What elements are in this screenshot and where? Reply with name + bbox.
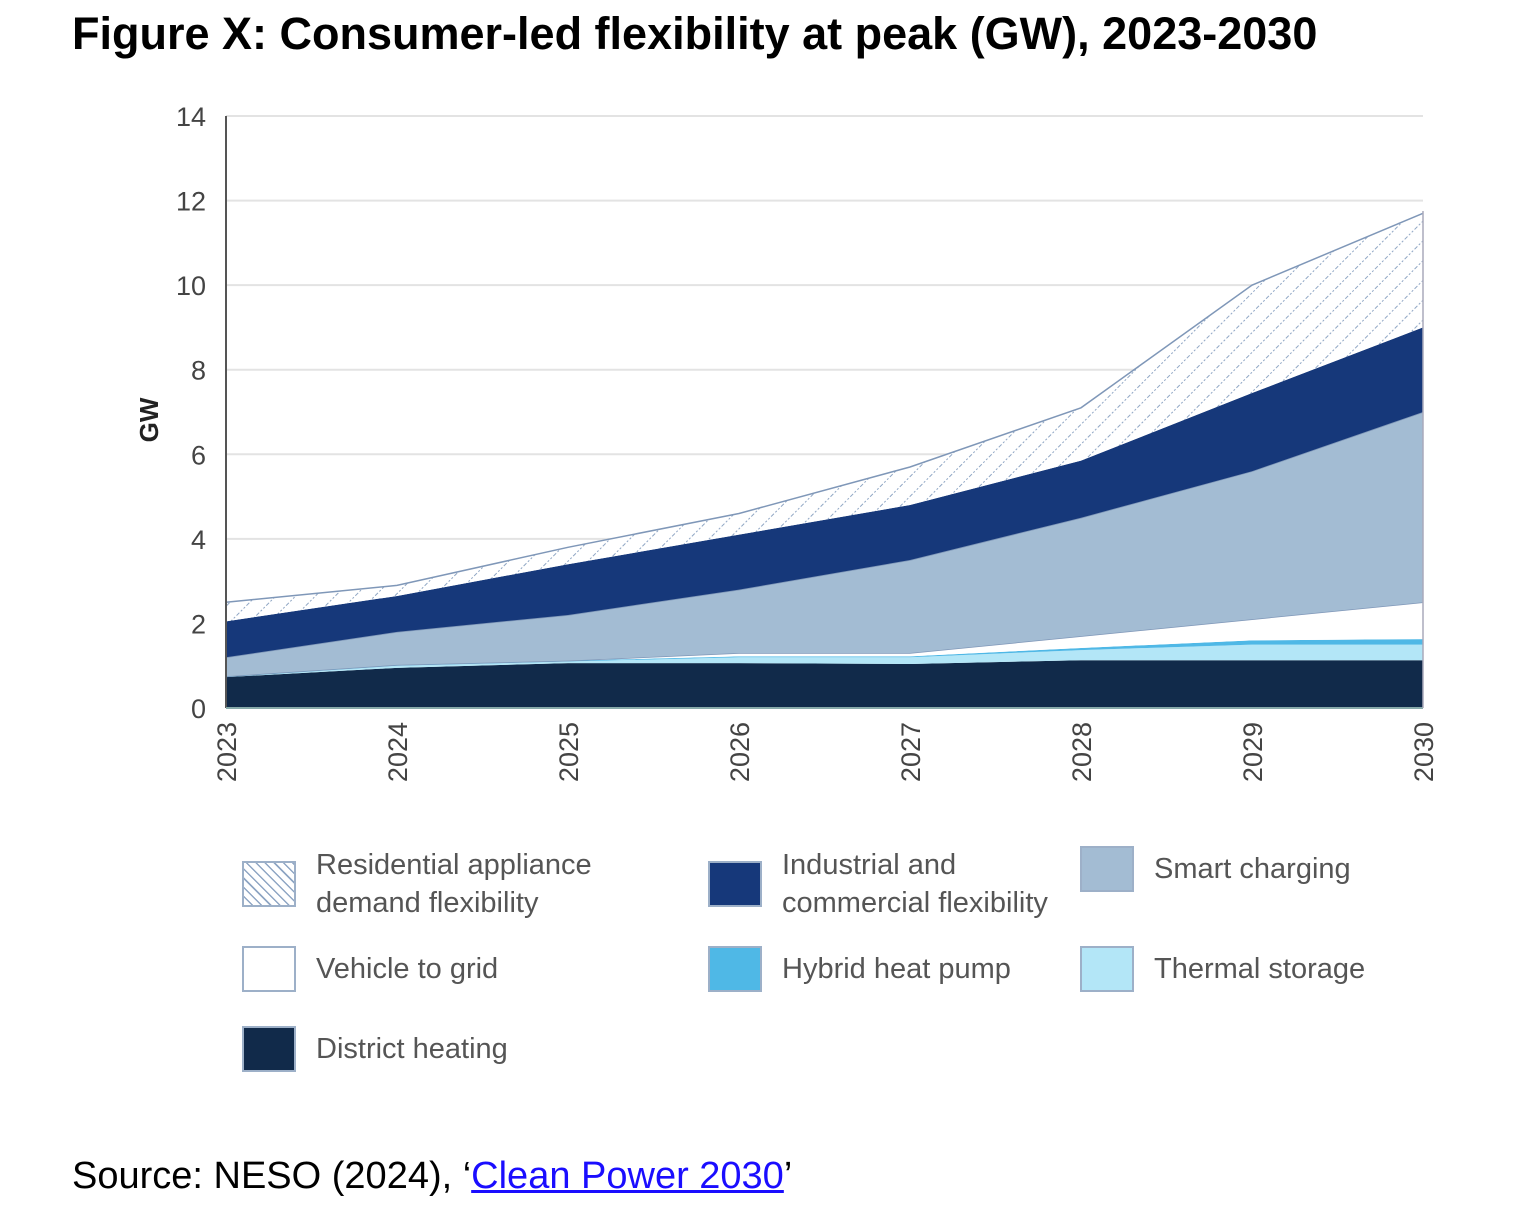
y-axis-label: GW: [134, 397, 164, 442]
y-tick-label: 6: [191, 440, 206, 470]
x-tick-label: 2026: [725, 722, 755, 782]
legend-item: Hybrid heat pump: [708, 946, 1011, 992]
y-tick-label: 12: [176, 187, 206, 217]
y-tick-label: 10: [176, 271, 206, 301]
legend-swatch: [242, 946, 296, 992]
legend-label-line: demand flexibility: [316, 887, 539, 919]
legend-item: Smart charging: [1080, 846, 1351, 892]
legend-label: Smart charging: [1154, 850, 1351, 888]
legend-label: Residential appliance demand flexibility: [316, 846, 592, 922]
y-tick-label: 2: [191, 609, 206, 639]
source-suffix: ’: [783, 1155, 793, 1197]
legend-item: Residential appliance demand flexibility: [242, 846, 592, 922]
legend-label: District heating: [316, 1030, 508, 1068]
area-smart-charging: [226, 412, 1423, 677]
legend-label-line: Residential appliance: [316, 849, 592, 881]
legend-label: Thermal storage: [1154, 950, 1365, 988]
legend-swatch: [242, 1026, 296, 1072]
area-hybrid-heat-pump: [226, 639, 1423, 678]
legend-item: Thermal storage: [1080, 946, 1365, 992]
legend-swatch: [1080, 946, 1134, 992]
stacked-area-chart: 0 2 4 6 8 10 12 14 2023 2024 2025 2026 2027 2028 2029 2…: [134, 102, 1439, 782]
chart-title: Figure X: Consumer-led flexibility at pe…: [72, 8, 1318, 59]
legend-label: Hybrid heat pump: [782, 950, 1011, 988]
legend-label-line: Smart charging: [1154, 853, 1351, 885]
area-industrial-and-commercial-flexibility: [226, 327, 1423, 658]
x-tick-label: 2030: [1409, 722, 1439, 782]
y-tick-label: 4: [191, 525, 206, 555]
area-residential-appliance-demand-flexibility: [226, 213, 1423, 622]
legend-item: District heating: [242, 1026, 508, 1072]
area-vehicle-to-grid: [226, 602, 1423, 677]
legend-swatch: [242, 861, 296, 907]
legend-swatch: [1080, 846, 1134, 892]
legend-label: Vehicle to grid: [316, 950, 498, 988]
x-tick-label: 2023: [212, 722, 242, 782]
legend-label: Industrial and commercial flexibility: [782, 846, 1048, 922]
y-tick-label: 8: [191, 356, 206, 386]
area-thermal-storage: [226, 644, 1423, 678]
legend-label-line: Vehicle to grid: [316, 953, 499, 985]
x-tick-label: 2024: [383, 722, 413, 782]
legend-swatch: [708, 861, 762, 907]
source-prefix: Source: NESO (2024), ‘: [72, 1155, 472, 1197]
legend-label-line: Hybrid heat pump: [782, 953, 1011, 985]
legend-label-line: Thermal storage: [1154, 953, 1366, 985]
x-tick-label: 2029: [1238, 722, 1268, 782]
area-district-heating: [226, 660, 1423, 708]
legend-item: Industrial and commercial flexibility: [708, 846, 1048, 922]
legend-label-line: Industrial and: [782, 849, 957, 881]
x-tick-label: 2025: [554, 722, 584, 782]
legend-label-line: District heating: [316, 1033, 508, 1065]
x-tick-label: 2027: [896, 722, 926, 782]
legend-item: Vehicle to grid: [242, 946, 498, 992]
legend-swatch: [708, 946, 762, 992]
y-tick-label: 14: [176, 102, 206, 132]
x-tick-label: 2028: [1067, 722, 1097, 782]
source-note: Source: NESO (2024), ‘Clean Power 2030’: [72, 1155, 792, 1198]
area-edge: [225, 212, 1424, 604]
legend-label-line: commercial flexibility: [782, 887, 1048, 919]
y-tick-label: 0: [191, 694, 206, 724]
source-link[interactable]: Clean Power 2030: [471, 1155, 784, 1197]
